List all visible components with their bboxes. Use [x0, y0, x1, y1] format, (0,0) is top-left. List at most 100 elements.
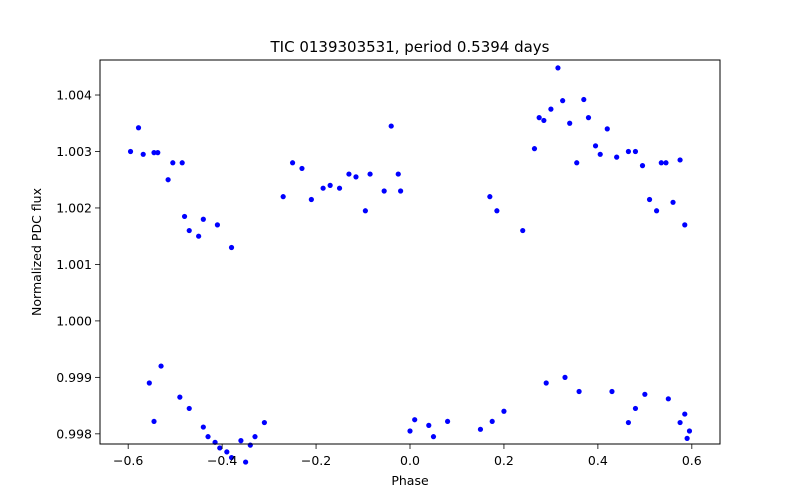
- data-point: [388, 123, 394, 129]
- data-point: [165, 177, 171, 183]
- x-tick-label: 0.0: [400, 453, 420, 468]
- data-point: [663, 160, 669, 166]
- data-point: [346, 171, 352, 177]
- y-tick-label: 0.999: [56, 370, 92, 385]
- data-point: [217, 445, 223, 451]
- data-point: [576, 388, 582, 395]
- data-point: [501, 408, 507, 414]
- data-point: [151, 418, 157, 425]
- data-points: [127, 65, 693, 465]
- data-point: [336, 185, 343, 191]
- data-point: [531, 146, 538, 152]
- x-axis-label: Phase: [391, 473, 429, 488]
- data-point: [407, 428, 413, 434]
- data-point: [682, 222, 688, 228]
- data-point: [280, 194, 286, 200]
- data-point: [238, 438, 244, 444]
- y-tick-label: 1.004: [56, 88, 92, 103]
- data-point: [646, 196, 653, 203]
- data-point: [520, 227, 526, 234]
- y-tick-label: 1.002: [56, 200, 92, 215]
- data-point: [684, 435, 690, 441]
- plot-frame: [99, 59, 721, 445]
- data-point: [665, 396, 671, 402]
- data-point: [487, 194, 493, 200]
- data-point: [548, 106, 554, 112]
- data-point: [543, 380, 549, 386]
- data-point: [224, 449, 230, 455]
- data-point: [181, 213, 188, 220]
- data-point: [320, 185, 326, 191]
- data-point: [625, 419, 632, 426]
- chart-title: TIC 0139303531, period 0.5394 days: [269, 38, 549, 56]
- data-point: [574, 160, 580, 166]
- x-tick-label: −0.6: [113, 453, 143, 468]
- data-point: [398, 188, 404, 194]
- data-point: [289, 160, 296, 166]
- data-point: [642, 391, 648, 397]
- data-point: [186, 227, 192, 234]
- y-axis-label: Normalized PDC flux: [29, 188, 44, 316]
- data-point: [200, 216, 206, 222]
- data-point: [381, 188, 387, 194]
- data-point: [186, 405, 192, 412]
- y-axis-ticks: 0.998 0.999 1.000 1.001 1.002 1.003 1.004: [56, 88, 100, 441]
- data-point: [228, 454, 235, 461]
- y-tick-label: 1.001: [56, 257, 92, 272]
- data-point: [140, 151, 146, 157]
- y-tick-label: 1.003: [56, 144, 92, 159]
- data-point: [639, 163, 646, 169]
- data-point: [247, 442, 253, 448]
- data-point: [653, 208, 660, 214]
- data-point: [536, 115, 542, 121]
- data-point: [677, 157, 683, 163]
- data-point: [327, 182, 333, 188]
- y-tick-label: 0.998: [56, 426, 92, 441]
- data-point: [625, 148, 632, 155]
- data-point: [299, 165, 305, 172]
- data-point: [146, 380, 152, 386]
- data-point: [214, 222, 221, 228]
- x-tick-label: 0.4: [588, 453, 608, 468]
- data-point: [682, 411, 688, 417]
- data-point: [151, 150, 157, 156]
- data-point: [430, 434, 437, 440]
- data-point: [155, 150, 161, 156]
- data-point: [243, 459, 249, 465]
- data-point: [585, 115, 592, 121]
- data-point: [560, 98, 566, 104]
- data-point: [670, 199, 676, 205]
- data-point: [252, 434, 258, 440]
- data-point: [308, 196, 314, 203]
- data-point: [567, 120, 573, 126]
- data-point: [581, 96, 587, 103]
- data-point: [658, 160, 664, 166]
- data-point: [127, 148, 134, 155]
- data-point: [426, 422, 432, 428]
- x-tick-label: 0.2: [494, 453, 514, 468]
- data-point: [170, 160, 176, 166]
- y-tick-label: 1.000: [56, 313, 92, 328]
- x-tick-label: −0.4: [207, 453, 237, 468]
- data-point: [395, 171, 401, 177]
- data-point: [609, 388, 615, 395]
- data-point: [228, 244, 235, 251]
- data-point: [632, 405, 639, 412]
- data-point: [444, 418, 451, 425]
- data-point: [177, 394, 183, 400]
- data-point: [135, 125, 142, 131]
- data-point: [179, 160, 185, 166]
- data-point: [367, 171, 373, 177]
- data-point: [555, 65, 561, 71]
- data-point: [205, 434, 211, 440]
- data-point: [597, 151, 603, 157]
- data-point: [604, 126, 610, 132]
- data-point: [158, 363, 164, 369]
- data-point: [614, 154, 620, 160]
- data-point: [686, 428, 693, 434]
- x-tick-label: −0.2: [301, 453, 331, 468]
- data-point: [353, 174, 359, 180]
- data-point: [489, 418, 495, 425]
